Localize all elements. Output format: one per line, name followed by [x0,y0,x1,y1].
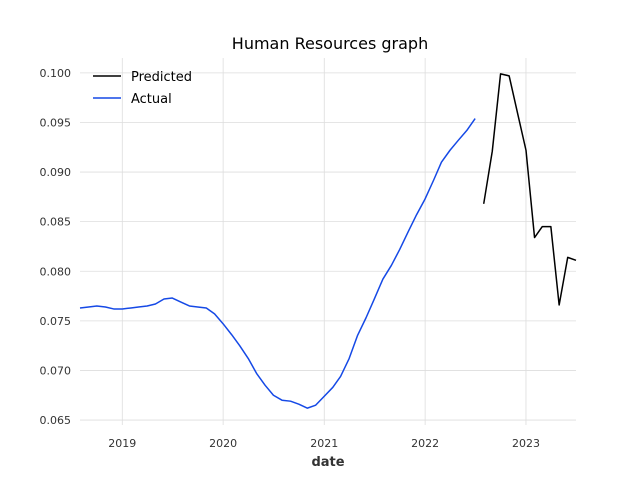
legend: Predicted Actual [93,70,192,107]
y-axis: 0.065 0.070 0.075 0.080 0.085 0.090 0.095 0.100 [40,67,72,427]
x-tick-label: 2019 [108,437,136,450]
series-line-actual [79,118,476,409]
x-tick-label: 2020 [209,437,237,450]
x-axis: 2019 2020 2021 2022 2023 [108,437,540,450]
chart-title: Human Resources graph [232,34,428,53]
grid-layer [80,58,576,425]
legend-label-actual: Actual [131,92,172,107]
y-tick-label: 0.075 [40,315,72,328]
y-tick-label: 0.090 [40,166,72,179]
series-layer [79,73,577,409]
y-tick-label: 0.095 [40,116,72,129]
series-line-predicted [482,73,577,306]
y-tick-label: 0.065 [40,414,72,427]
y-tick-label: 0.100 [40,67,72,80]
x-tick-label: 2022 [411,437,439,450]
x-axis-label: date [311,455,344,470]
x-tick-label: 2023 [512,437,540,450]
y-tick-label: 0.080 [40,265,72,278]
x-tick-label: 2021 [310,437,338,450]
y-tick-label: 0.070 [40,364,72,377]
legend-label-predicted: Predicted [131,70,192,85]
y-tick-label: 0.085 [40,216,72,229]
